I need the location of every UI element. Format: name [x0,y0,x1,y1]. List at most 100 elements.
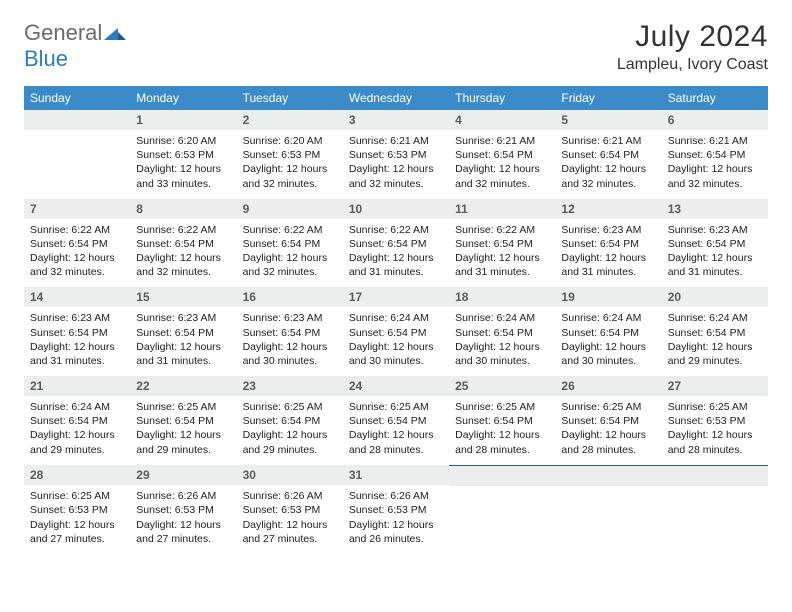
sunset-text: Sunset: 6:54 PM [243,414,337,428]
sunset-text: Sunset: 6:54 PM [30,237,124,251]
daylight-text: Daylight: 12 hours and 31 minutes. [668,251,762,279]
daylight-text: Daylight: 12 hours and 32 minutes. [243,162,337,190]
weekday-header: Wednesday [343,86,449,110]
day-number: 1 [130,110,236,130]
day-number: 27 [662,376,768,396]
calendar-day-cell: 14Sunrise: 6:23 AMSunset: 6:54 PMDayligh… [24,287,130,376]
day-number: 3 [343,110,449,130]
daylight-text: Daylight: 12 hours and 31 minutes. [455,251,549,279]
daylight-text: Daylight: 12 hours and 26 minutes. [349,518,443,546]
sunset-text: Sunset: 6:54 PM [349,237,443,251]
calendar-day-cell: 11Sunrise: 6:22 AMSunset: 6:54 PMDayligh… [449,199,555,288]
calendar-week-row: 21Sunrise: 6:24 AMSunset: 6:54 PMDayligh… [24,376,768,465]
day-number: 4 [449,110,555,130]
empty-day-body [662,486,768,548]
day-details: Sunrise: 6:26 AMSunset: 6:53 PMDaylight:… [130,485,236,554]
sunrise-text: Sunrise: 6:21 AM [561,134,655,148]
weekday-header: Friday [555,86,661,110]
calendar-day-cell: 15Sunrise: 6:23 AMSunset: 6:54 PMDayligh… [130,287,236,376]
sunrise-text: Sunrise: 6:23 AM [30,311,124,325]
month-title: July 2024 [617,20,768,54]
sunrise-text: Sunrise: 6:20 AM [136,134,230,148]
day-details: Sunrise: 6:24 AMSunset: 6:54 PMDaylight:… [449,307,555,376]
day-number: 5 [555,110,661,130]
day-number: 18 [449,287,555,307]
day-details: Sunrise: 6:23 AMSunset: 6:54 PMDaylight:… [237,307,343,376]
sunset-text: Sunset: 6:54 PM [668,148,762,162]
day-details: Sunrise: 6:25 AMSunset: 6:54 PMDaylight:… [555,396,661,465]
calendar-day-cell: 27Sunrise: 6:25 AMSunset: 6:53 PMDayligh… [662,376,768,465]
day-details: Sunrise: 6:23 AMSunset: 6:54 PMDaylight:… [662,219,768,288]
daylight-text: Daylight: 12 hours and 32 minutes. [668,162,762,190]
day-details: Sunrise: 6:22 AMSunset: 6:54 PMDaylight:… [449,219,555,288]
sunrise-text: Sunrise: 6:21 AM [668,134,762,148]
sunrise-text: Sunrise: 6:24 AM [561,311,655,325]
daylight-text: Daylight: 12 hours and 28 minutes. [455,428,549,456]
sunset-text: Sunset: 6:53 PM [30,503,124,517]
day-number: 6 [662,110,768,130]
sunset-text: Sunset: 6:54 PM [455,326,549,340]
day-number: 9 [237,199,343,219]
day-number: 13 [662,199,768,219]
sunset-text: Sunset: 6:53 PM [136,148,230,162]
day-details: Sunrise: 6:24 AMSunset: 6:54 PMDaylight:… [24,396,130,465]
day-number: 28 [24,465,130,485]
calendar-day-cell [555,465,661,554]
calendar-day-cell [449,465,555,554]
day-details: Sunrise: 6:22 AMSunset: 6:54 PMDaylight:… [343,219,449,288]
sunset-text: Sunset: 6:54 PM [668,237,762,251]
sunrise-text: Sunrise: 6:22 AM [30,223,124,237]
sunset-text: Sunset: 6:54 PM [136,237,230,251]
daylight-text: Daylight: 12 hours and 30 minutes. [561,340,655,368]
day-number: 25 [449,376,555,396]
day-details: Sunrise: 6:24 AMSunset: 6:54 PMDaylight:… [555,307,661,376]
sunset-text: Sunset: 6:53 PM [136,503,230,517]
day-number: 29 [130,465,236,485]
weekday-header: Sunday [24,86,130,110]
day-details: Sunrise: 6:21 AMSunset: 6:53 PMDaylight:… [343,130,449,199]
day-details: Sunrise: 6:22 AMSunset: 6:54 PMDaylight:… [237,219,343,288]
daylight-text: Daylight: 12 hours and 28 minutes. [561,428,655,456]
day-number: 24 [343,376,449,396]
sunrise-text: Sunrise: 6:25 AM [243,400,337,414]
sunrise-text: Sunrise: 6:25 AM [668,400,762,414]
daylight-text: Daylight: 12 hours and 32 minutes. [455,162,549,190]
sunset-text: Sunset: 6:54 PM [455,237,549,251]
calendar-day-cell: 13Sunrise: 6:23 AMSunset: 6:54 PMDayligh… [662,199,768,288]
day-details: Sunrise: 6:24 AMSunset: 6:54 PMDaylight:… [343,307,449,376]
sunrise-text: Sunrise: 6:22 AM [349,223,443,237]
calendar-day-cell: 23Sunrise: 6:25 AMSunset: 6:54 PMDayligh… [237,376,343,465]
day-number: 19 [555,287,661,307]
calendar-day-cell: 26Sunrise: 6:25 AMSunset: 6:54 PMDayligh… [555,376,661,465]
daylight-text: Daylight: 12 hours and 27 minutes. [136,518,230,546]
daylight-text: Daylight: 12 hours and 32 minutes. [136,251,230,279]
sunset-text: Sunset: 6:54 PM [349,326,443,340]
calendar-day-cell: 31Sunrise: 6:26 AMSunset: 6:53 PMDayligh… [343,465,449,554]
calendar-day-cell: 28Sunrise: 6:25 AMSunset: 6:53 PMDayligh… [24,465,130,554]
day-number: 26 [555,376,661,396]
calendar-week-row: 7Sunrise: 6:22 AMSunset: 6:54 PMDaylight… [24,199,768,288]
day-details: Sunrise: 6:21 AMSunset: 6:54 PMDaylight:… [555,130,661,199]
logo-text: General Blue [24,20,126,72]
title-block: July 2024 Lampleu, Ivory Coast [617,20,768,74]
sunrise-text: Sunrise: 6:23 AM [668,223,762,237]
sunrise-text: Sunrise: 6:25 AM [30,489,124,503]
daylight-text: Daylight: 12 hours and 30 minutes. [349,340,443,368]
empty-day-header [449,466,555,486]
weekday-header: Tuesday [237,86,343,110]
daylight-text: Daylight: 12 hours and 30 minutes. [243,340,337,368]
day-number: 10 [343,199,449,219]
day-details: Sunrise: 6:25 AMSunset: 6:53 PMDaylight:… [24,485,130,554]
empty-day-body [555,486,661,548]
calendar-day-cell: 18Sunrise: 6:24 AMSunset: 6:54 PMDayligh… [449,287,555,376]
sunset-text: Sunset: 6:54 PM [243,237,337,251]
day-details: Sunrise: 6:26 AMSunset: 6:53 PMDaylight:… [237,485,343,554]
day-number: 17 [343,287,449,307]
calendar-day-cell: 24Sunrise: 6:25 AMSunset: 6:54 PMDayligh… [343,376,449,465]
daylight-text: Daylight: 12 hours and 31 minutes. [30,340,124,368]
day-details: Sunrise: 6:25 AMSunset: 6:54 PMDaylight:… [449,396,555,465]
day-number: 2 [237,110,343,130]
sunrise-text: Sunrise: 6:21 AM [455,134,549,148]
sunrise-text: Sunrise: 6:24 AM [455,311,549,325]
calendar-day-cell: 20Sunrise: 6:24 AMSunset: 6:54 PMDayligh… [662,287,768,376]
